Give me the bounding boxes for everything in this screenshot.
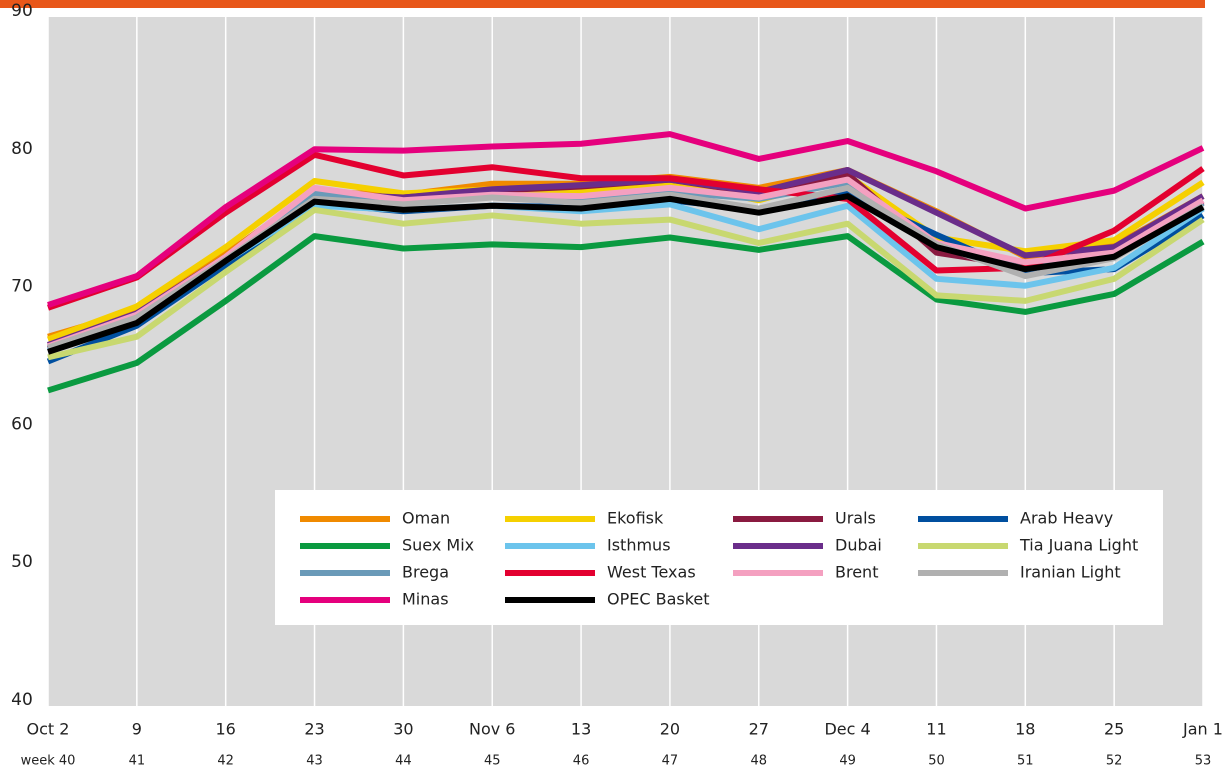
y-tick-label: 40 <box>11 690 33 710</box>
top-bar <box>0 0 1205 8</box>
x-tick-label: 25 <box>1104 720 1124 739</box>
legend-label: Arab Heavy <box>1020 509 1113 528</box>
x-tick-label: 16 <box>216 720 236 739</box>
week-label: week 40 <box>21 754 76 769</box>
legend-label: Tia Juana Light <box>1019 536 1138 555</box>
week-label: 45 <box>484 754 501 769</box>
x-tick-label: Jan 1 <box>1182 720 1223 739</box>
x-tick-label: 30 <box>393 720 413 739</box>
legend-label: Urals <box>835 509 876 528</box>
y-tick-label: 90 <box>11 1 33 21</box>
week-label: 48 <box>750 754 767 769</box>
week-label: 42 <box>217 754 234 769</box>
x-tick-label: 9 <box>132 720 142 739</box>
y-tick-label: 60 <box>11 414 33 434</box>
x-tick-label: 27 <box>749 720 769 739</box>
week-label: 53 <box>1195 754 1212 769</box>
legend-label: West Texas <box>607 563 696 582</box>
week-label: 41 <box>129 754 146 769</box>
x-tick-label: 20 <box>660 720 680 739</box>
legend-label: OPEC Basket <box>607 590 710 609</box>
week-label: 52 <box>1106 754 1123 769</box>
week-label: 51 <box>1017 754 1034 769</box>
legend-label: Isthmus <box>607 536 671 555</box>
legend-label: Brent <box>835 563 878 582</box>
x-tick-label: Dec 4 <box>824 720 870 739</box>
legend-label: Brega <box>402 563 449 582</box>
week-label: 44 <box>395 754 412 769</box>
x-tick-label: Oct 2 <box>27 720 70 739</box>
week-label: 43 <box>306 754 323 769</box>
series-line <box>47 131 1205 308</box>
x-tick-label: 13 <box>571 720 591 739</box>
x-tick-label: Nov 6 <box>469 720 516 739</box>
series-line <box>47 206 1205 361</box>
series-line <box>47 193 1205 355</box>
legend-label: Suex Mix <box>402 536 474 555</box>
week-label: 47 <box>662 754 679 769</box>
series-line <box>47 233 1205 394</box>
legend-label: Iranian Light <box>1020 563 1121 582</box>
legend-label: Oman <box>402 509 450 528</box>
week-label: 50 <box>928 754 945 769</box>
x-tick-label: 23 <box>304 720 324 739</box>
legend-label: Ekofisk <box>607 509 664 528</box>
legend <box>275 490 1163 625</box>
legend-label: Dubai <box>835 536 882 555</box>
x-tick-label: 18 <box>1015 720 1035 739</box>
y-tick-label: 50 <box>11 552 33 572</box>
legend-label: Minas <box>402 590 449 609</box>
x-tick-label: 11 <box>926 720 946 739</box>
series-line <box>46 176 1205 350</box>
y-tick-label: 70 <box>11 277 33 297</box>
week-label: 49 <box>839 754 856 769</box>
y-tick-label: 80 <box>11 139 33 159</box>
week-label: 46 <box>573 754 590 769</box>
